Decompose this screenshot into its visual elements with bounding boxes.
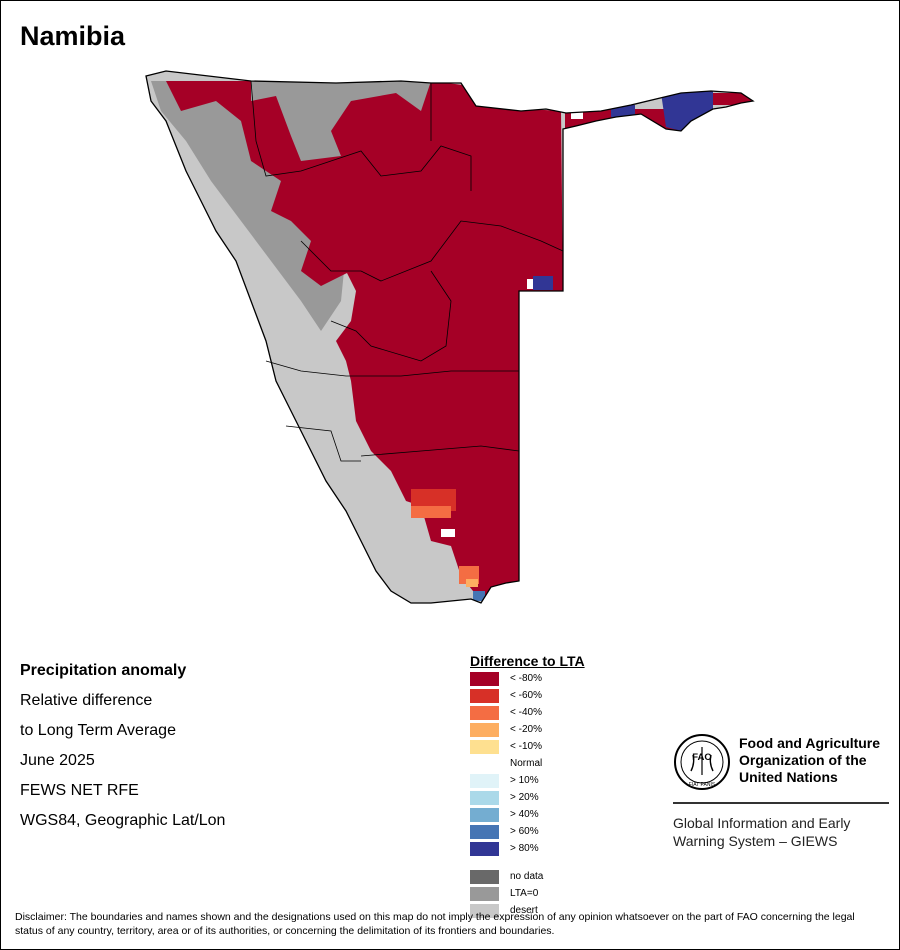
info-measure: Relative difference — [20, 692, 153, 709]
org-name-line: Organization of the — [739, 752, 867, 768]
legend-item-desert: desert — [470, 904, 650, 918]
giews-name: Global Information and Early Warning Sys… — [673, 814, 891, 850]
legend-swatch — [470, 842, 499, 856]
south-deficit-60 — [411, 489, 456, 511]
legend-swatch — [470, 740, 499, 754]
legend-item-no-data: no data — [470, 870, 650, 884]
legend-swatch — [470, 757, 499, 771]
legend-item: > 10% — [470, 774, 650, 788]
legend-label: < -10% — [510, 741, 542, 752]
info-baseline: to Long Term Average — [20, 722, 176, 739]
org-name-line: Food and Agriculture — [739, 735, 881, 751]
legend-label: > 60% — [510, 826, 539, 837]
info-period: June 2025 — [20, 752, 95, 769]
legend-swatch — [470, 791, 499, 805]
legend-swatch — [470, 706, 499, 720]
legend-item: Normal — [470, 757, 650, 771]
legend-swatch — [470, 723, 499, 737]
legend-swatch — [470, 689, 499, 703]
southeast-deficit-20 — [466, 579, 478, 587]
region-boundaries — [250, 80, 564, 462]
legend-swatch — [470, 887, 499, 901]
fao-emblem-icon: FAO FIAT PANIS — [674, 734, 730, 790]
east-normal-patch — [527, 279, 533, 289]
legend-label: LTA=0 — [510, 888, 539, 899]
emblem-motto: FIAT PANIS — [689, 782, 716, 788]
country-border — [145, 70, 755, 604]
legend-label: < -40% — [510, 707, 542, 718]
giews-name-line: Warning System – GIEWS — [673, 833, 838, 849]
legend-item: > 60% — [470, 825, 650, 839]
legend-label: < -80% — [510, 673, 542, 684]
legend-label: > 40% — [510, 809, 539, 820]
east-surplus-patch — [533, 276, 553, 290]
legend-label: Normal — [510, 758, 543, 769]
legend-swatch — [470, 904, 499, 918]
orange-river-surplus — [473, 591, 485, 601]
legend-item: > 40% — [470, 808, 650, 822]
info-product: Precipitation anomaly — [20, 662, 187, 679]
map-title: Namibia — [20, 21, 126, 51]
legend-item: < -40% — [470, 706, 650, 720]
legend-label: > 10% — [510, 775, 539, 786]
legend-item: < -10% — [470, 740, 650, 754]
legend-item: < -80% — [470, 672, 650, 686]
info-projection: WGS84, Geographic Lat/Lon — [20, 812, 226, 829]
legend-label: < -20% — [510, 724, 542, 735]
map-info: Precipitation anomaly Relative differenc… — [20, 656, 350, 836]
legend-label: < -60% — [510, 690, 542, 701]
org-name-line: United Nations — [739, 769, 838, 785]
legend-swatch — [470, 774, 499, 788]
info-source: FEWS NET RFE — [20, 782, 139, 799]
legend-item: < -60% — [470, 689, 650, 703]
precipitation-map — [145, 70, 755, 604]
anomaly-raster — [146, 71, 753, 603]
south-deficit-40 — [411, 506, 451, 518]
caprivi-surplus — [661, 91, 713, 131]
legend-item-lta-zero: LTA=0 — [470, 887, 650, 901]
deficit-patch — [713, 93, 751, 105]
legend-item: > 20% — [470, 791, 650, 805]
map-legend: Difference to LTA < -80% < -60% < -40% <… — [470, 652, 650, 918]
legend-label: desert — [510, 905, 538, 916]
legend-label: no data — [510, 871, 544, 882]
disclaimer: Disclaimer: The boundaries and names sho… — [15, 911, 855, 937]
legend-swatch — [470, 808, 499, 822]
legend-title: Difference to LTA — [470, 653, 585, 669]
legend-item: > 80% — [470, 842, 650, 856]
giews-name-line: Global Information and Early — [673, 815, 851, 831]
legend-swatch — [470, 825, 499, 839]
legend-label: > 20% — [510, 792, 539, 803]
legend-swatch — [470, 672, 499, 686]
fao-branding: FAO FIAT PANIS Food and Agriculture Orga… — [673, 731, 891, 851]
legend-label: > 80% — [510, 843, 539, 854]
legend-swatch — [470, 870, 499, 884]
normal-patch — [571, 111, 583, 119]
deficit-zone — [166, 81, 563, 601]
fao-org-name: Food and Agriculture Organization of the… — [739, 735, 891, 786]
emblem-text: FAO — [692, 752, 712, 763]
fao-divider — [673, 802, 889, 804]
legend-item: < -20% — [470, 723, 650, 737]
south-normal-patch — [441, 529, 455, 537]
